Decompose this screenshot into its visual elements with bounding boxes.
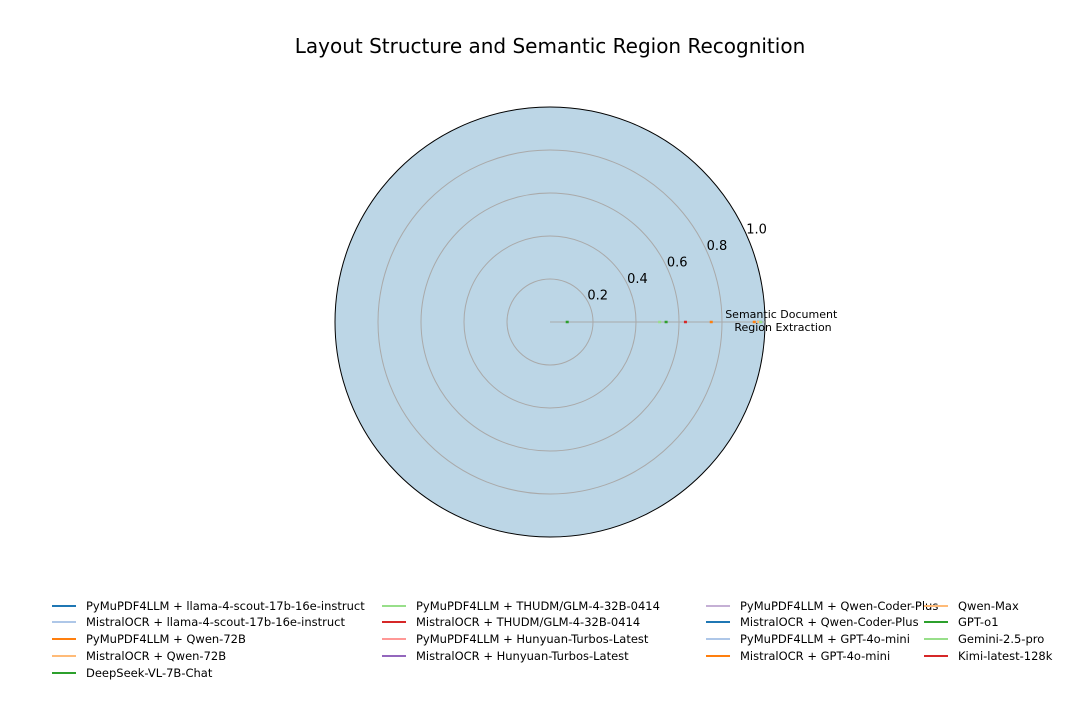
legend-swatch (382, 621, 406, 624)
legend-label: GPT-o1 (958, 615, 999, 630)
legend-label: PyMuPDF4LLM + THUDM/GLM-4-32B-0414 (416, 598, 660, 613)
legend-swatch (52, 621, 76, 624)
legend-item: Kimi-latest-128k (924, 647, 1052, 664)
legend-label: PyMuPDF4LLM + Qwen-Coder-Plus (740, 598, 939, 613)
legend-label: MistralOCR + THUDM/GLM-4-32B-0414 (416, 615, 641, 630)
legend-label: PyMuPDF4LLM + Qwen-72B (86, 632, 246, 647)
legend-item: PyMuPDF4LLM + THUDM/GLM-4-32B-0414 (382, 597, 660, 614)
legend-swatch (382, 638, 406, 641)
legend-label: MistralOCR + Qwen-72B (86, 648, 227, 663)
legend-swatch (382, 604, 406, 607)
chart-title: Layout Structure and Semantic Region Rec… (294, 34, 806, 58)
legend-label: PyMuPDF4LLM + Hunyuan-Turbos-Latest (416, 632, 649, 647)
legend-item: PyMuPDF4LLM + Qwen-Coder-Plus (706, 597, 938, 614)
axis-label-line-2: Region Extraction (734, 321, 831, 334)
legend-swatch (52, 638, 76, 641)
radial-tick-label: 0.8 (707, 239, 728, 254)
legend-item: MistralOCR + Hunyuan-Turbos-Latest (382, 647, 629, 664)
legend-item: MistralOCR + THUDM/GLM-4-32B-0414 (382, 614, 640, 631)
legend-swatch (924, 638, 948, 641)
axis-label: Semantic Document Region Extraction (725, 308, 841, 334)
legend-swatch (924, 604, 948, 607)
legend-swatch (706, 604, 730, 607)
radial-tick-label: 0.2 (587, 289, 608, 304)
legend-label: MistralOCR + Qwen-Coder-Plus (740, 615, 919, 630)
legend-swatch (52, 671, 76, 674)
legend-item: Gemini-2.5-pro (924, 631, 1044, 648)
legend-item: MistralOCR + Qwen-Coder-Plus (706, 614, 919, 631)
legend-item: GPT-o1 (924, 614, 999, 631)
legend-item: PyMuPDF4LLM + llama-4-scout-17b-16e-inst… (52, 597, 365, 614)
legend-item: PyMuPDF4LLM + GPT-4o-mini (706, 631, 910, 648)
legend-label: MistralOCR + Hunyuan-Turbos-Latest (416, 648, 629, 663)
legend: PyMuPDF4LLM + llama-4-scout-17b-16e-inst… (52, 597, 1072, 687)
legend-label: PyMuPDF4LLM + llama-4-scout-17b-16e-inst… (86, 598, 365, 613)
legend-item: PyMuPDF4LLM + Hunyuan-Turbos-Latest (382, 631, 648, 648)
legend-item: Qwen-Max (924, 597, 1019, 614)
radial-tick-label: 1.0 (746, 223, 767, 238)
legend-swatch (706, 638, 730, 641)
tick-labels: 0.2 0.4 0.6 0.8 1.0 (587, 223, 767, 304)
legend-label: Gemini-2.5-pro (958, 632, 1045, 647)
legend-item: PyMuPDF4LLM + Qwen-72B (52, 631, 246, 648)
legend-label: DeepSeek-VL-7B-Chat (86, 665, 213, 680)
grid-rings (377, 149, 765, 495)
radar-chart: 0.2 0.4 0.6 0.8 1.0 Semantic Document Region… (334, 106, 841, 538)
legend-item: MistralOCR + Qwen-72B (52, 647, 226, 664)
axis-label-line-1: Semantic Document (725, 308, 838, 321)
legend-item: MistralOCR + GPT-4o-mini (706, 647, 890, 664)
legend-item: DeepSeek-VL-7B-Chat (52, 664, 212, 681)
legend-swatch (924, 654, 948, 657)
legend-label: PyMuPDF4LLM + GPT-4o-mini (740, 632, 910, 647)
legend-label: MistralOCR + GPT-4o-mini (740, 648, 891, 663)
legend-swatch (924, 621, 948, 624)
legend-swatch (706, 621, 730, 624)
legend-swatch (382, 654, 406, 657)
legend-label: Qwen-Max (958, 598, 1019, 613)
radial-tick-label: 0.6 (667, 256, 688, 271)
legend-item: MistralOCR + llama-4-scout-17b-16e-instr… (52, 614, 345, 631)
legend-swatch (52, 604, 76, 607)
legend-label: MistralOCR + llama-4-scout-17b-16e-instr… (86, 615, 345, 630)
legend-label: Kimi-latest-128k (958, 648, 1053, 663)
legend-swatch (52, 654, 76, 657)
radial-tick-label: 0.4 (627, 272, 648, 287)
legend-swatch (706, 654, 730, 657)
